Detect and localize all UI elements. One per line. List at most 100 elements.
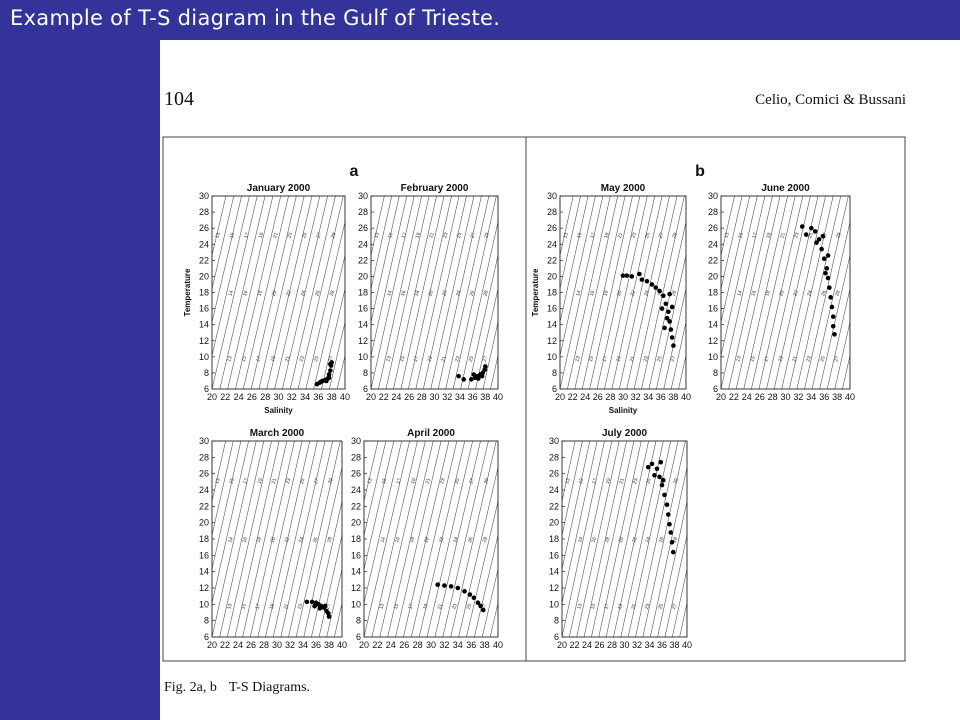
page-number: 104	[164, 88, 194, 110]
density-isoline	[481, 567, 498, 637]
density-isoline	[212, 441, 257, 637]
density-isoline	[721, 196, 766, 389]
isoline-label: 13	[373, 232, 381, 239]
data-point	[467, 592, 473, 597]
y-tick-label: 22	[199, 501, 209, 511]
isoline-label: 13	[214, 232, 222, 239]
data-point	[824, 266, 830, 271]
y-tick-label: 30	[351, 436, 361, 446]
data-point	[304, 599, 310, 605]
y-tick-label: 14	[549, 567, 559, 577]
y-tick-label: 28	[358, 207, 368, 217]
density-isoline	[562, 441, 583, 537]
y-tick-label: 10	[199, 599, 209, 609]
density-isoline	[212, 441, 249, 605]
isoline-label: 19	[605, 477, 613, 484]
x-tick-label: 24	[582, 640, 592, 650]
density-isoline	[642, 441, 686, 637]
x-tick-label: 24	[234, 392, 244, 402]
data-point	[462, 588, 467, 594]
isoline-label: 24	[298, 536, 306, 543]
isoline-label: 23	[630, 232, 638, 239]
density-isoline	[371, 196, 393, 291]
isoline-label: 13	[226, 603, 234, 610]
isoline-label: 26	[314, 290, 322, 297]
isoline-label: 13	[226, 355, 234, 362]
data-point	[471, 595, 477, 601]
isoline-label: 28	[672, 536, 680, 543]
density-isoline	[611, 196, 656, 389]
isoline-label: 16	[589, 290, 597, 297]
data-point	[657, 288, 662, 294]
x-tick-label: 24	[233, 640, 243, 650]
isoline-label: 21	[428, 232, 436, 239]
isoline-label: 19	[270, 355, 278, 362]
density-isoline	[560, 196, 596, 357]
y-tick-label: 22	[547, 255, 557, 265]
density-isoline	[460, 220, 498, 389]
density-isoline	[721, 196, 758, 357]
density-isoline	[371, 196, 400, 324]
y-tick-label: 18	[547, 288, 557, 298]
isoline-label: 17	[603, 603, 611, 610]
density-isoline	[280, 441, 326, 637]
isoline-label: 29	[835, 232, 843, 239]
isoline-label: 13	[378, 603, 386, 610]
density-isoline	[430, 196, 475, 389]
isoline-label: 15	[387, 232, 395, 239]
y-tick-label: 16	[547, 304, 557, 314]
density-isoline	[562, 441, 605, 637]
density-isoline	[395, 441, 442, 637]
isoline-label: 28	[671, 290, 679, 297]
x-tick-label: 38	[480, 392, 490, 402]
density-isoline	[560, 196, 581, 291]
density-isoline	[442, 441, 489, 637]
isoline-label: 28	[482, 536, 490, 543]
density-isolines: 13 15 17 19 21 23 25 27 29 14 16 18 20 22 24 26 28 13 15 17…	[371, 196, 498, 389]
y-axis-label: Temperature	[183, 268, 192, 316]
isoline-label: 25	[456, 232, 464, 239]
isoline-label: 20	[271, 290, 279, 297]
data-point	[669, 539, 675, 545]
isoline-label: 13	[564, 477, 572, 484]
density-isoline	[721, 196, 743, 291]
isoline-label: 17	[395, 477, 403, 484]
y-tick-label: 8	[552, 368, 557, 378]
data-point	[455, 585, 461, 591]
density-isoline	[865, 196, 909, 389]
isoline-label: 27	[328, 355, 336, 362]
y-tick-label: 30	[549, 436, 559, 446]
x-tick-label: 32	[287, 392, 297, 402]
x-tick-label: 20	[555, 392, 565, 402]
isoline-label: 16	[241, 536, 249, 543]
data-point	[644, 278, 650, 284]
data-point	[809, 225, 814, 231]
density-isoline	[664, 533, 687, 637]
density-isoline	[403, 441, 450, 637]
y-tick-label: 28	[199, 452, 209, 462]
data-point	[657, 474, 662, 480]
density-isoline	[364, 441, 402, 605]
x-tick-label: 30	[426, 640, 436, 650]
isoline-label: 15	[240, 603, 248, 610]
data-point	[828, 295, 833, 300]
y-tick-label: 30	[358, 191, 368, 201]
isoline-label: 15	[229, 232, 237, 239]
isoline-label: 21	[272, 232, 280, 239]
density-isoline	[242, 441, 288, 637]
density-isoline	[265, 441, 311, 637]
x-tick-label: 22	[220, 640, 230, 650]
isoline-label: 16	[394, 536, 402, 543]
density-isoline	[371, 196, 385, 257]
y-tick-label: 18	[199, 534, 209, 544]
data-point	[660, 477, 666, 483]
density-isoline	[212, 441, 226, 503]
x-tick-label: 26	[404, 392, 414, 402]
y-tick-label: 24	[199, 485, 209, 495]
y-tick-label: 20	[549, 518, 559, 528]
isoline-label: 13	[214, 477, 222, 484]
isoline-label: 28	[326, 536, 334, 543]
